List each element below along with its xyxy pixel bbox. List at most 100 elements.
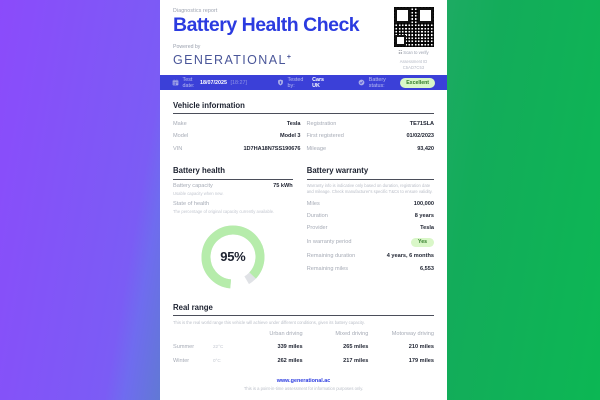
battery-health-section: Battery health Battery capacity 75 kWh U… — [173, 155, 293, 291]
assessment-id-label: Assessment ID — [399, 59, 428, 64]
warranty-provider-label: Provider — [306, 225, 328, 232]
state-of-health-subtext: The percentage of original capacity curr… — [173, 208, 275, 214]
divider — [173, 315, 434, 316]
vehicle-make-label: Make — [173, 120, 187, 127]
report-header: Diagnostics report Battery Health Check … — [160, 0, 447, 75]
vehicle-vin-label: VIN — [173, 145, 183, 152]
brand-logo-plus: + — [286, 54, 293, 62]
real-range-table: Urban driving Mixed driving Motorway dri… — [173, 329, 434, 368]
range-summer-urban: 339 miles — [277, 343, 303, 350]
range-column-urban: Urban driving — [269, 331, 303, 337]
report-eyebrow: Diagnostics report — [173, 8, 218, 14]
report-footer: www.generational.ac This is a point-in-t… — [173, 368, 434, 400]
range-summer-motorway: 210 miles — [408, 343, 434, 350]
battery-capacity-subtext: Usable capacity when new. — [173, 190, 224, 196]
warranty-in-period-label: In warranty period — [306, 239, 352, 246]
report-content: Vehicle information Make Tesla Registrat… — [160, 90, 447, 400]
page-title: Battery Health Check — [173, 14, 360, 36]
range-row-winter-temp: 0°C — [213, 358, 221, 363]
qr-block: ☷Scan to verify Assessment ID C5AD7C53 — [392, 7, 435, 70]
brand-logo: GENERATIONAL+ — [173, 53, 292, 67]
range-winter-mixed: 217 miles — [343, 357, 369, 364]
status-badge: Excellent — [400, 77, 435, 88]
range-column-motorway: Motorway driving — [391, 331, 434, 337]
battery-health-title: Battery health — [173, 166, 225, 176]
state-of-health-label: State of health — [173, 200, 210, 207]
scan-to-verify-label: Scan to verify — [403, 49, 429, 55]
gauge-svg — [201, 225, 265, 288]
real-range-note: This is the real world range this vehicl… — [173, 319, 365, 325]
test-date-value: 18/07/2025 — [200, 79, 228, 86]
vehicle-first-registered-label: First registered — [306, 133, 344, 140]
vehicle-first-registered-value: 01/02/2023 — [406, 133, 435, 140]
battery-capacity-value: 75 kWh — [273, 182, 293, 189]
vehicle-information-table: Make Tesla Registration TE71SLA Model Mo… — [173, 117, 434, 155]
warranty-duration-value: 8 years — [414, 212, 434, 219]
vehicle-model-label: Model — [173, 133, 189, 140]
status-bar: Test date: 18/07/2025 [18:27] Tested by:… — [160, 75, 447, 90]
battery-warranty-section: Battery warranty Warranty info is indica… — [306, 155, 434, 291]
check-circle-icon — [358, 79, 365, 86]
range-winter-motorway: 179 miles — [408, 357, 434, 364]
vehicle-mileage-value: 93,420 — [417, 145, 434, 152]
battery-warranty-note: Warranty info is indicative only based o… — [306, 182, 433, 195]
status-battery-status: Battery status: Excellent — [358, 77, 435, 89]
range-column-mixed: Mixed driving — [335, 331, 369, 337]
range-row-summer-temp: 22°C — [213, 344, 224, 349]
state-of-health-percent: 95% — [220, 249, 246, 264]
shield-icon — [277, 79, 284, 86]
tested-by-label: Tested by: — [287, 76, 304, 89]
warranty-provider-value: Tesla — [420, 225, 434, 232]
footer-note: This is a point-in-time assessment for i… — [243, 386, 364, 391]
vehicle-mileage-label: Mileage — [306, 145, 327, 152]
scan-icon: ☷ — [398, 49, 403, 55]
footer-url[interactable]: www.generational.ac — [276, 377, 331, 384]
warranty-remaining-miles-label: Remaining miles — [306, 265, 349, 272]
assessment-id-value: C5AD7C53 — [402, 64, 425, 70]
real-range-title: Real range — [173, 302, 213, 312]
range-corner-cell — [173, 332, 213, 337]
test-date-label: Test date: — [182, 76, 195, 89]
warranty-in-period-row: In warranty period Yes — [307, 234, 434, 250]
warranty-duration-label: Duration — [306, 212, 328, 219]
warranty-miles-row: Miles 100,000 — [307, 197, 434, 209]
powered-by-label: Powered by — [173, 44, 201, 51]
battery-capacity-row: Battery capacity 75 kWh — [173, 180, 293, 192]
brand-logo-text: GENERATIONAL — [173, 53, 287, 68]
warranty-remaining-duration-value: 4 years, 6 months — [386, 253, 434, 260]
range-row-winter-label: Winter — [173, 357, 190, 364]
battery-status-label: Battery status: — [368, 76, 386, 89]
vehicle-make-value: Tesla — [286, 120, 301, 127]
range-row-summer-label: Summer — [173, 343, 195, 350]
state-of-health-row: State of health — [173, 198, 293, 210]
range-winter-urban: 262 miles — [277, 357, 303, 364]
state-of-health-gauge: 95% — [198, 222, 268, 292]
warranty-provider-row: Provider Tesla — [307, 222, 434, 234]
status-tested-by: Tested by: Cars UK — [277, 77, 330, 89]
qr-code-icon[interactable] — [393, 7, 434, 47]
warranty-remaining-miles-row: Remaining miles 6,553 — [307, 262, 434, 274]
divider — [173, 113, 434, 115]
divider — [306, 178, 434, 180]
divider — [173, 178, 293, 180]
warranty-remaining-miles-value: 6,553 — [420, 265, 434, 272]
warranty-miles-value: 100,000 — [413, 200, 434, 207]
vehicle-model-value: Model 3 — [280, 133, 301, 140]
calendar-icon — [172, 79, 179, 86]
test-time-value: [18:27] — [230, 79, 248, 86]
warranty-remaining-duration-row: Remaining duration 4 years, 6 months — [307, 250, 434, 262]
state-of-health-gauge-wrap: 95% — [173, 222, 293, 292]
warranty-duration-row: Duration 8 years — [307, 210, 434, 222]
battery-capacity-label: Battery capacity — [173, 182, 213, 189]
battery-warranty-title: Battery warranty — [306, 166, 369, 176]
vehicle-registration-label: Registration — [306, 120, 337, 127]
scan-to-verify: ☷Scan to verify — [392, 50, 435, 56]
warranty-miles-label: Miles — [306, 200, 320, 207]
warranty-remaining-duration-label: Remaining duration — [306, 253, 356, 260]
vehicle-information-title: Vehicle information — [173, 100, 245, 110]
warranty-in-period-badge: Yes — [411, 237, 434, 247]
vehicle-vin-value: 1D7HA18N7SS190676 — [243, 145, 301, 152]
range-summer-mixed: 265 miles — [343, 343, 369, 350]
range-corner-cell-2 — [213, 332, 237, 337]
report-card: Diagnostics report Battery Health Check … — [160, 0, 447, 400]
